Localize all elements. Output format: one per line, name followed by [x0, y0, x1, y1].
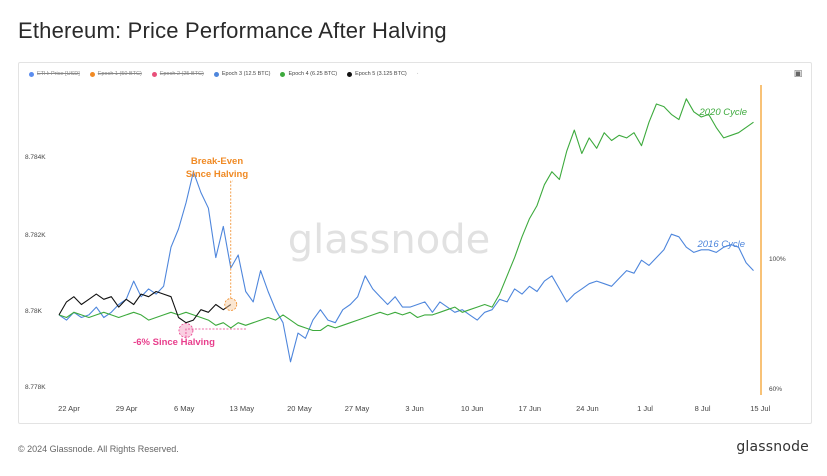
x-tick-label: 13 May — [229, 404, 254, 413]
x-tick-label: 17 Jun — [519, 404, 542, 413]
price-performance-chart: glassnode 22 Apr 29 Apr 6 May 13 May 20 May 27… — [25, 85, 786, 413]
legend-item-1[interactable]: Epoch 1 (50 BTC) — [89, 71, 142, 77]
y-right-tick-label: 100% — [769, 256, 786, 263]
glassnode-logo: glassnode — [736, 439, 809, 455]
watermark-text: glassnode — [288, 217, 491, 263]
legend-label: ETH: Price [USD] — [37, 71, 80, 77]
legend-item-4[interactable]: Epoch 4 (6.25 BTC) — [280, 71, 337, 77]
series-line-1 — [58, 98, 754, 332]
copyright-text: © 2024 Glassnode. All Rights Reserved. — [18, 444, 179, 454]
series-line-2 — [58, 290, 232, 324]
legend-label: Epoch 3 (12.5 BTC) — [221, 71, 271, 77]
y-left-tick-label: 8.784K — [25, 154, 46, 161]
legend-swatch-icon — [89, 71, 95, 77]
y-left-tick-label: 8.78K — [25, 308, 43, 315]
x-tick-label: 24 Jun — [576, 404, 599, 413]
y-left-tick-label: 8.778K — [25, 384, 46, 391]
legend-label: Epoch 2 (25 BTC) — [159, 71, 204, 77]
break-even-marker — [224, 298, 238, 311]
camera-icon[interactable]: ▣ — [793, 68, 803, 78]
x-tick-label: 3 Jun — [405, 404, 423, 413]
break-even-label-line2: Since Halving — [186, 169, 248, 180]
chart-legend: ETH: Price [USD] Epoch 1 (50 BTC) Epoch 2 … — [29, 67, 419, 81]
legend-swatch-icon — [347, 71, 353, 77]
legend-swatch-icon — [213, 71, 219, 77]
down-label: -6% Since Halving — [133, 337, 215, 348]
x-tick-label: 29 Apr — [116, 404, 138, 413]
y-left-tick-label: 8.782K — [25, 232, 46, 239]
legend-swatch-icon — [151, 71, 157, 77]
legend-item-2[interactable]: Epoch 2 (25 BTC) — [151, 71, 204, 77]
legend-item-5[interactable]: Epoch 5 (3.125 BTC) — [347, 71, 407, 77]
legend-label: Epoch 5 (3.125 BTC) — [355, 71, 407, 77]
legend-label: Epoch 1 (50 BTC) — [97, 71, 142, 77]
legend-label: Epoch 4 (6.25 BTC) — [288, 71, 338, 77]
x-tick-label: 27 May — [345, 404, 370, 413]
legend-item-3[interactable]: Epoch 3 (12.5 BTC) — [213, 71, 271, 77]
x-tick-label: 22 Apr — [58, 404, 80, 413]
break-even-leader — [230, 180, 233, 299]
x-tick-label: 8 Jul — [695, 404, 711, 413]
x-tick-label: 15 Jul — [750, 404, 770, 413]
cycle-2020-label: 2020 Cycle — [698, 107, 747, 118]
cycle-2016-label: 2016 Cycle — [696, 239, 745, 250]
legend-more-icon[interactable]: · — [416, 71, 419, 77]
page-title: Ethereum: Price Performance After Halvin… — [18, 18, 447, 43]
y-right-tick-label: 60% — [769, 386, 782, 393]
x-tick-label: 6 May — [174, 404, 195, 413]
x-tick-label: 1 Jul — [637, 404, 653, 413]
series-line-0 — [58, 171, 754, 363]
break-even-label-line1: Break-Even — [191, 156, 243, 167]
down-leader — [185, 328, 246, 338]
legend-swatch-icon — [280, 71, 286, 77]
legend-swatch-icon — [29, 71, 34, 77]
chart-panel: ETH: Price [USD] Epoch 1 (50 BTC) Epoch 2 … — [18, 62, 812, 424]
x-tick-label: 10 Jun — [461, 404, 484, 413]
legend-item-0[interactable]: ETH: Price [USD] — [29, 71, 80, 77]
x-tick-label: 20 May — [287, 404, 312, 413]
